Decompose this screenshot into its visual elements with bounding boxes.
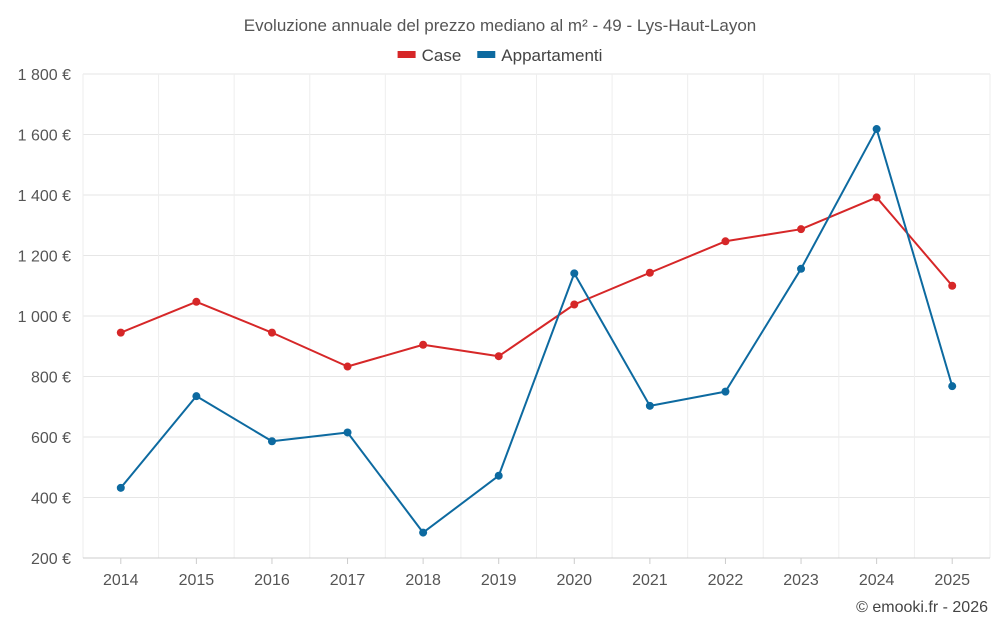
- data-point-case[interactable]: [494, 352, 503, 361]
- data-point-appartamenti[interactable]: [419, 528, 428, 537]
- data-point-case[interactable]: [721, 237, 730, 246]
- y-tick-label: 600 €: [31, 430, 71, 447]
- series-line-appartamenti: [120, 128, 954, 534]
- y-tick-label: 200 €: [31, 551, 71, 568]
- x-tick-label: 2025: [934, 572, 970, 589]
- data-point-case[interactable]: [267, 328, 276, 337]
- x-tick-label: 2016: [254, 572, 290, 589]
- credit-text: © emooki.fr - 2026: [856, 599, 988, 616]
- data-point-case[interactable]: [948, 281, 957, 290]
- x-tick-label: 2023: [783, 572, 819, 589]
- data-point-case[interactable]: [419, 340, 428, 349]
- data-point-appartamenti[interactable]: [797, 264, 806, 273]
- x-tick-label: 2018: [405, 572, 441, 589]
- legend-swatch-case[interactable]: [397, 51, 416, 58]
- data-point-appartamenti[interactable]: [872, 125, 881, 134]
- axes: 200 € 400 € 600 € 800 € 1 000 € 1 200 € 1 400 …: [18, 67, 990, 589]
- data-point-appartamenti[interactable]: [267, 437, 276, 446]
- y-tick-label: 800 €: [31, 370, 71, 387]
- data-point-case[interactable]: [570, 300, 579, 309]
- data-point-appartamenti[interactable]: [494, 471, 503, 480]
- y-tick-label: 1 600 €: [18, 128, 71, 145]
- data-point-appartamenti[interactable]: [570, 269, 579, 278]
- legend-label-appartamenti[interactable]: Appartamenti: [501, 46, 602, 65]
- data-point-appartamenti[interactable]: [721, 387, 730, 396]
- legend: Case Appartamenti: [397, 46, 602, 65]
- chart-title: Evoluzione annuale del prezzo mediano al…: [244, 16, 756, 35]
- y-tick-label: 1 400 €: [18, 188, 71, 205]
- data-point-appartamenti[interactable]: [343, 428, 352, 437]
- series-layer: [116, 125, 957, 537]
- x-tick-label: 2017: [330, 572, 366, 589]
- y-tick-label: 1 200 €: [18, 249, 71, 266]
- data-point-case[interactable]: [645, 268, 654, 277]
- data-point-appartamenti[interactable]: [645, 401, 654, 410]
- x-tick-label: 2019: [481, 572, 517, 589]
- series-line-case: [120, 196, 953, 368]
- y-tick-label: 1 000 €: [18, 309, 71, 326]
- x-tick-label: 2021: [632, 572, 668, 589]
- x-tick-label: 2014: [103, 572, 139, 589]
- data-point-appartamenti[interactable]: [192, 392, 201, 401]
- x-tick-label: 2022: [708, 572, 744, 589]
- y-tick-label: 400 €: [31, 491, 71, 508]
- data-point-case[interactable]: [343, 362, 352, 371]
- x-tick-label: 2020: [556, 572, 592, 589]
- data-point-case[interactable]: [116, 328, 125, 337]
- x-tick-label: 2015: [179, 572, 215, 589]
- data-point-case[interactable]: [872, 193, 881, 202]
- y-tick-label: 1 800 €: [18, 67, 71, 84]
- x-tick-label: 2024: [859, 572, 895, 589]
- data-point-case[interactable]: [797, 225, 806, 234]
- grid: [82, 73, 991, 559]
- legend-swatch-appartamenti[interactable]: [477, 51, 496, 58]
- data-point-case[interactable]: [192, 297, 201, 306]
- data-point-appartamenti[interactable]: [948, 382, 957, 391]
- data-point-appartamenti[interactable]: [116, 483, 125, 492]
- legend-label-case[interactable]: Case: [422, 46, 462, 65]
